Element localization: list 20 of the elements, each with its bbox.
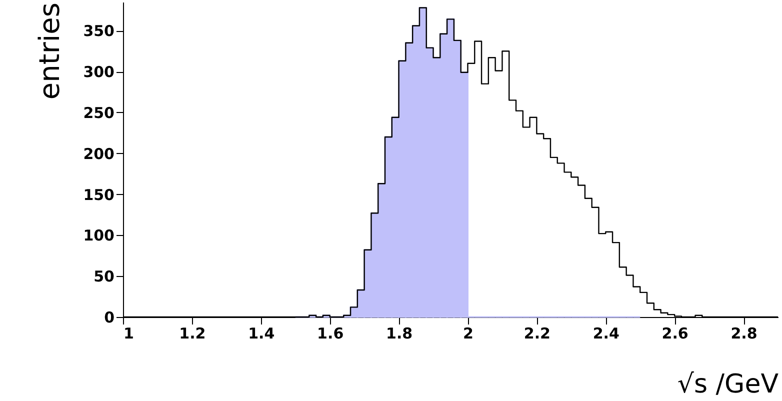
- x-tick-label: 1.4: [248, 324, 275, 342]
- x-tick-label: 2.2: [524, 324, 550, 342]
- x-tick-label: 1.8: [386, 324, 413, 342]
- x-tick-label: 2.4: [592, 324, 620, 342]
- x-tick-label: 2.8: [730, 324, 758, 342]
- y-tick-label: 300: [83, 63, 114, 82]
- y-tick-label: 100: [83, 226, 114, 245]
- y-tick-label: 150: [83, 186, 114, 204]
- x-tick-label: 2: [463, 324, 474, 342]
- y-tick-label: 250: [83, 104, 114, 122]
- y-tick-label: 350: [83, 22, 114, 40]
- x-tick-label: 1.2: [179, 324, 206, 342]
- y-tick-label: 200: [83, 144, 114, 163]
- y-tick-label: 0: [104, 308, 114, 326]
- y-axis-title: entries: [33, 2, 66, 100]
- x-tick-label: 2.6: [662, 324, 688, 342]
- x-axis-title: √s /GeV: [677, 370, 779, 400]
- x-tick-label: 1: [124, 324, 134, 342]
- x-tick-label: 1.6: [317, 324, 344, 342]
- y-tick-label: 50: [94, 268, 114, 286]
